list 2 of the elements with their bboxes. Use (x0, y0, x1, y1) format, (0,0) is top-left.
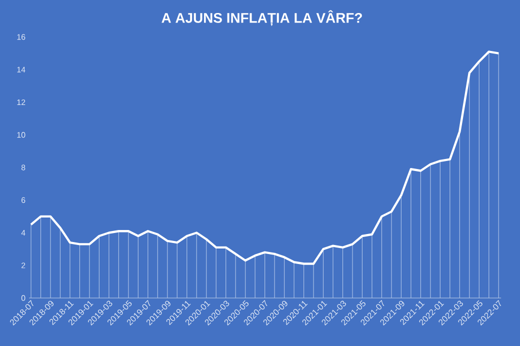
line-series (30, 50, 500, 265)
chart-title: A AJUNS INFLAȚIA LA VÂRF? (162, 10, 362, 26)
